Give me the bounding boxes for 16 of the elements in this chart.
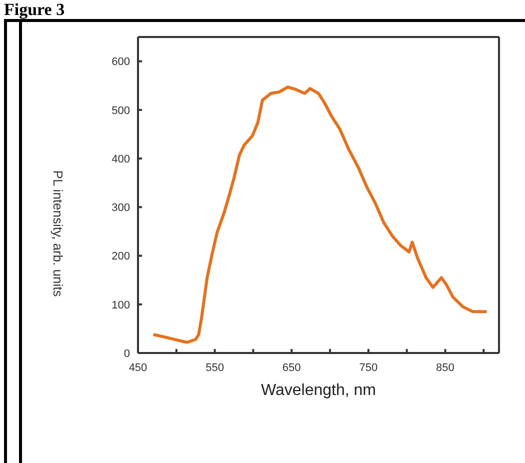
x-tick-label: 650 xyxy=(282,362,301,374)
y-tick-label: 300 xyxy=(112,202,130,214)
x-tick-label: 750 xyxy=(359,362,378,374)
x-axis-title: Wavelength, nm xyxy=(260,382,376,399)
x-tick-label: 550 xyxy=(206,362,224,374)
y-axis-title: PL intensity, arb. units xyxy=(50,170,66,296)
x-tick-label: 850 xyxy=(436,362,454,374)
chart-title: Figure 3 xyxy=(4,0,65,20)
y-tick-label: 600 xyxy=(112,56,130,68)
y-tick-label: 500 xyxy=(112,104,130,117)
y-tick-label: 200 xyxy=(112,250,130,263)
y-tick-label: 100 xyxy=(112,299,130,312)
x-tick-label: 450 xyxy=(128,362,148,374)
y-tick-label: 0 xyxy=(124,348,130,360)
line-series xyxy=(152,86,488,344)
y-tick-label: 400 xyxy=(112,153,130,166)
